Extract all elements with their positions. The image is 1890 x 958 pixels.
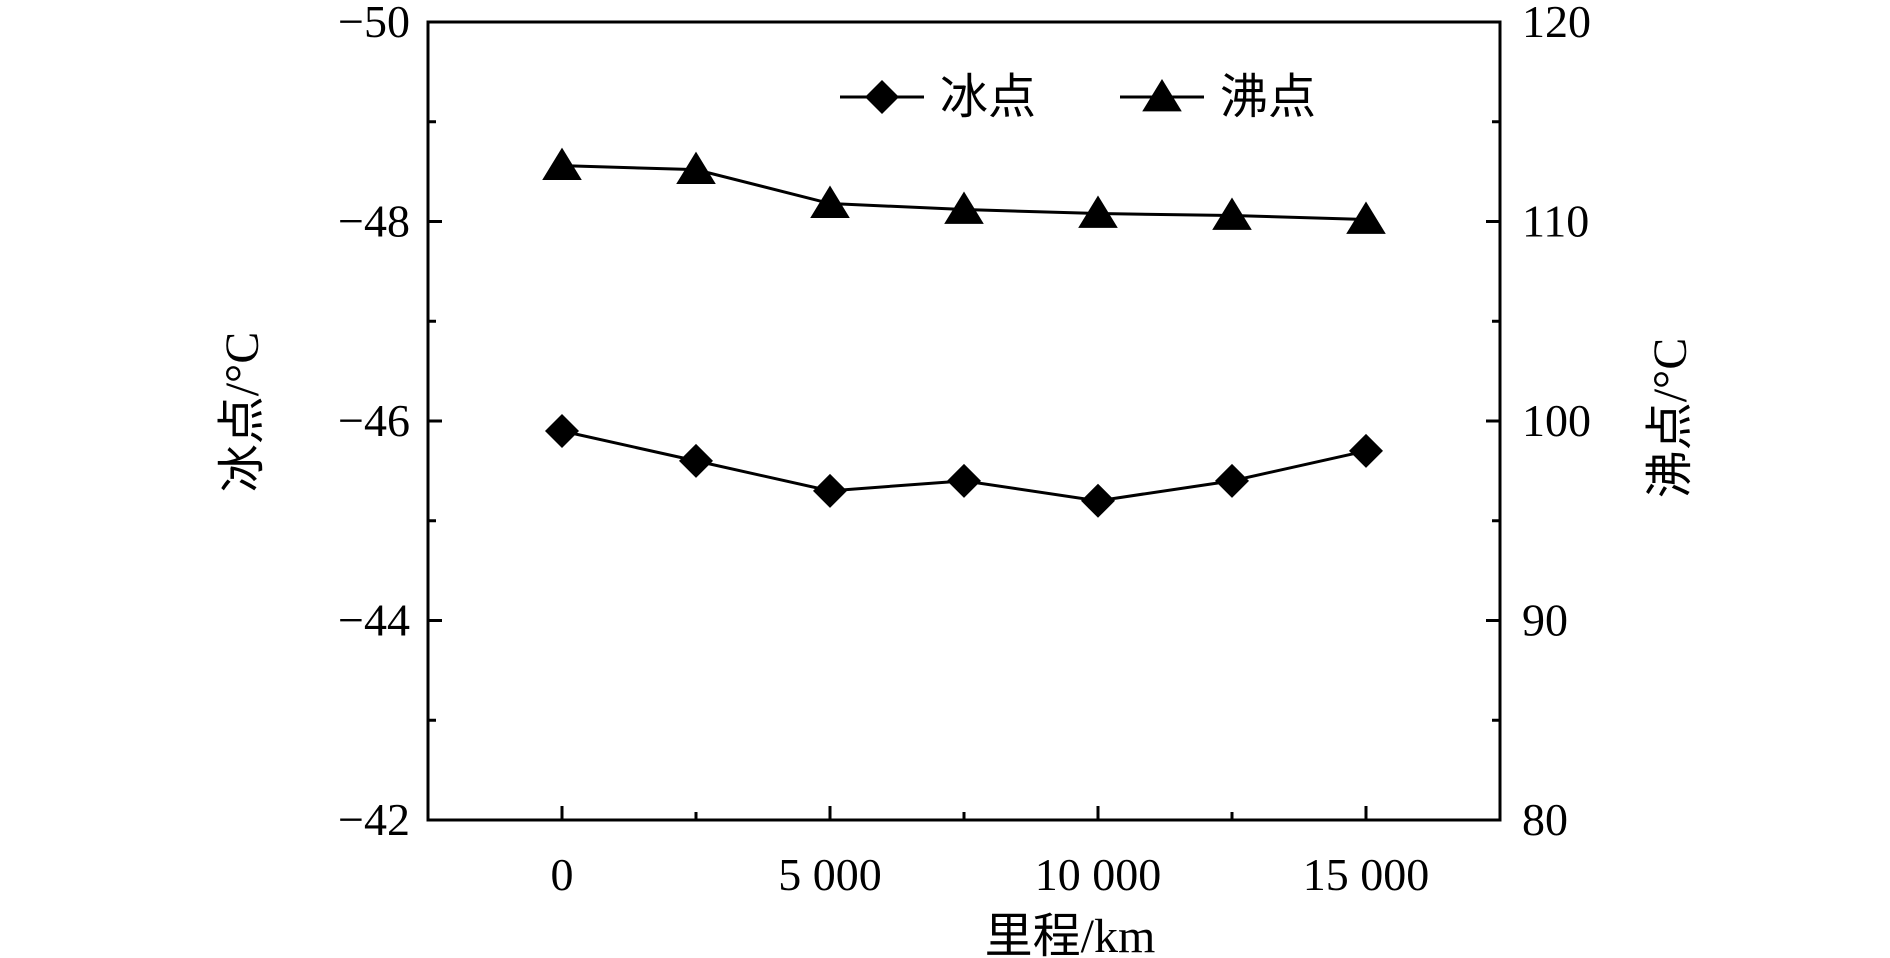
right-y-tick-label: 120 [1522,0,1591,47]
chart-series [542,147,1386,518]
legend-triangle-marker [1142,79,1182,112]
legend-label: 沸点 [1220,71,1316,124]
boiling-point-marker [810,185,850,218]
boiling-point-marker [1212,197,1252,230]
left-y-tick-label: −48 [338,196,410,247]
legend-diamond-marker [865,80,899,114]
chart-axes [426,20,1502,822]
freezing-point-marker [1081,483,1115,518]
freezing-point-marker [545,413,579,448]
freezing-point-marker [1215,463,1249,498]
plot-frame [426,20,1502,822]
x-tick-label: 5 000 [778,849,882,900]
x-axis-title: 里程/km [985,910,1156,958]
boiling-point-marker [944,191,984,224]
right-y-tick-label: 110 [1522,196,1589,247]
left-y-tick-label: −50 [338,0,410,47]
left-y-tick-label: −42 [338,794,410,845]
chart-legend: 冰点 沸点 [840,71,1316,124]
boiling-point-marker [542,147,582,181]
boiling-point-marker [1346,201,1386,234]
right-y-tick-label: 80 [1522,794,1568,845]
chart-ticks: 0 5 000 10 000 15 000 −50 −48 −46 −44 −42 80 90 100… [338,0,1591,900]
left-y-tick-label: −44 [338,595,410,646]
boiling-point-marker [1078,195,1118,228]
left-y-axis-title: 冰点/°C [216,332,269,493]
x-tick-label: 10 000 [1035,849,1162,900]
freezing-point-marker [1349,433,1383,468]
right-y-tick-label: 90 [1522,595,1568,646]
right-y-tick-label: 100 [1522,395,1591,446]
x-tick-label: 15 000 [1303,849,1430,900]
freezing-point-marker [813,473,847,508]
x-tick-label: 0 [551,849,574,900]
freezing-point-marker [947,463,981,498]
boiling-point-marker [676,151,716,185]
left-y-tick-label: −46 [338,395,410,446]
freezing-point-marker [679,443,713,478]
legend-label: 冰点 [940,71,1036,124]
right-y-axis-title: 沸点/°C [1644,338,1697,499]
